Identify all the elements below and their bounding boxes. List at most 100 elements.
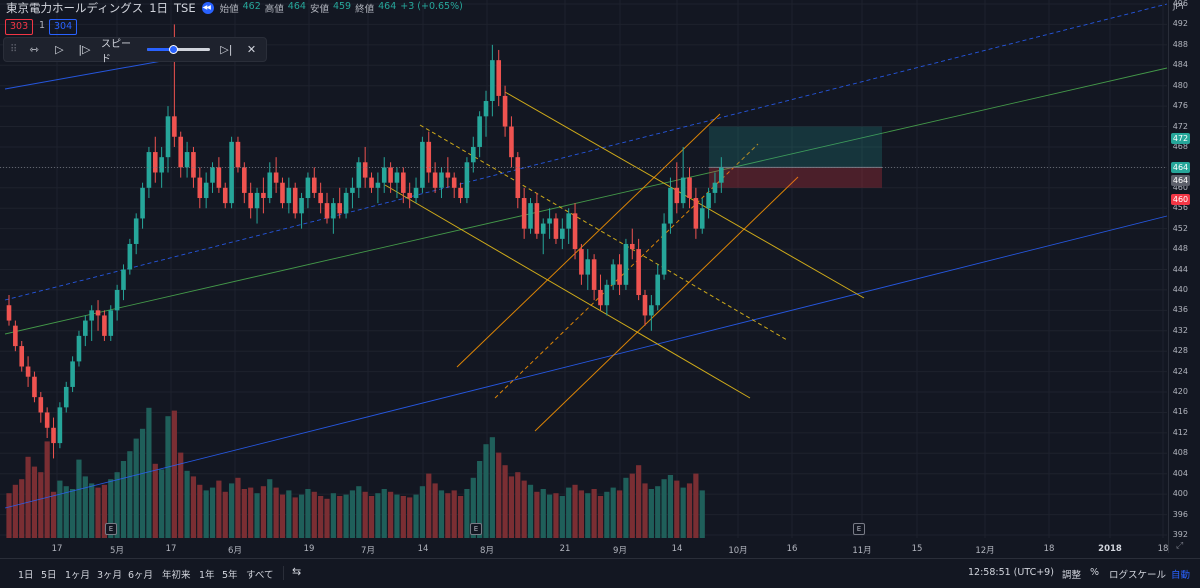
volume-bar <box>114 472 120 538</box>
sell-button[interactable]: 303 <box>5 19 34 35</box>
buy-button[interactable]: 304 <box>49 19 78 35</box>
earnings-marker[interactable]: E <box>470 523 482 535</box>
adjust-toggle[interactable]: 調整 <box>1062 570 1082 581</box>
volume-bar <box>400 496 406 538</box>
auto-scale-toggle[interactable]: 自動 <box>1171 570 1191 581</box>
go-to-date-icon[interactable]: ⇆ <box>292 565 302 578</box>
candle-body <box>477 116 482 147</box>
volume-bar <box>343 494 349 538</box>
candle-body <box>44 412 50 428</box>
candle-body <box>191 152 196 178</box>
volume-bar <box>146 407 152 538</box>
step-forward-icon[interactable]: |▷ <box>78 43 91 56</box>
volume-bar <box>31 466 38 538</box>
percent-toggle[interactable]: % <box>1090 567 1100 578</box>
candle-body <box>617 264 622 285</box>
candle-body <box>369 177 374 188</box>
bottom-toolbar: 1日 5日 1ヶ月 3ヶ月 6ヶ月 年初来 1年 5年 すべて ⇆ 12:58:51 (UTC+… <box>0 558 1200 588</box>
range-button[interactable]: 6ヶ月 <box>128 570 154 581</box>
earnings-marker[interactable]: E <box>853 523 865 535</box>
candle-body <box>719 167 724 183</box>
volume-bar <box>216 480 222 538</box>
volume-bar <box>70 489 76 538</box>
candle-body <box>591 259 597 290</box>
channel-yellow-mid <box>419 124 788 341</box>
candle-body <box>407 192 412 199</box>
volume-bar <box>235 477 241 538</box>
close-icon[interactable]: ✕ <box>246 43 257 56</box>
high-label: 高値 <box>264 4 284 15</box>
time-tick-label: 21 <box>559 544 571 554</box>
volume-bar <box>559 496 565 538</box>
volume-bar <box>349 490 356 538</box>
symbol-name[interactable]: 東京電力ホールディングス <box>6 1 144 15</box>
axis-settings-icon[interactable]: ⤢ <box>1176 541 1184 551</box>
clock[interactable]: 12:58:51 (UTC+9) <box>968 567 1054 578</box>
candle-body <box>572 213 578 250</box>
candle-body <box>19 346 25 367</box>
range-button[interactable]: すべて <box>246 570 274 581</box>
range-button[interactable]: 5日 <box>41 570 57 581</box>
price-tick-label: 428 <box>1172 346 1188 356</box>
volume-bar <box>209 487 216 538</box>
candle-body <box>668 187 673 224</box>
candle-body <box>540 223 546 234</box>
log-scale-toggle[interactable]: ログスケール <box>1109 570 1167 581</box>
volume-bar <box>426 473 432 538</box>
candle-body <box>490 60 495 102</box>
interval-label[interactable]: 1日 <box>149 1 169 15</box>
time-tick-label: 17 <box>51 544 63 554</box>
candle-body <box>140 187 145 219</box>
candle-body <box>318 192 323 204</box>
replay-icon[interactable] <box>201 2 214 14</box>
time-tick-label: 18 <box>1157 544 1169 554</box>
volume-bar <box>190 476 197 538</box>
range-button[interactable]: 1日 <box>18 570 34 581</box>
volume-bar <box>432 483 438 538</box>
earnings-marker[interactable]: E <box>105 523 117 535</box>
volume-bar <box>44 441 50 538</box>
toolbar-divider <box>283 566 284 580</box>
speed-slider-knob[interactable] <box>169 45 179 54</box>
range-button[interactable]: 年初来 <box>162 570 191 581</box>
speed-label: スピード <box>100 38 131 65</box>
price-tick-label: 452 <box>1172 223 1188 233</box>
candle-body <box>83 320 88 336</box>
candle-body <box>674 187 680 204</box>
candle-body <box>146 152 152 188</box>
price-tick-label: 400 <box>1172 489 1188 499</box>
volume-bar <box>139 428 146 538</box>
volume-bar <box>451 490 457 538</box>
jump-to-realtime-icon[interactable]: ▷| <box>220 43 233 56</box>
volume-bar <box>25 456 31 538</box>
time-tick-label: 6月 <box>228 546 242 556</box>
candle-body <box>388 167 393 183</box>
range-button[interactable]: 1年 <box>199 570 215 581</box>
candle-body <box>152 152 158 173</box>
candle-body <box>108 310 114 336</box>
candle-body <box>464 162 470 199</box>
volume-bar <box>566 487 572 538</box>
speed-slider[interactable] <box>147 45 210 54</box>
candle-body <box>114 289 120 311</box>
drag-handle-icon[interactable]: ⠿ <box>10 44 18 55</box>
volume-bar <box>578 490 584 538</box>
candle-body <box>267 172 273 199</box>
candle-body <box>76 335 82 362</box>
volume-bar <box>241 489 247 538</box>
candle-body <box>381 167 387 183</box>
candle-body <box>127 243 133 270</box>
currency-label[interactable]: JPY <box>1173 2 1185 11</box>
candle-body <box>655 274 661 306</box>
range-button[interactable]: 1ヶ月 <box>65 570 91 581</box>
candle-body <box>610 264 616 285</box>
play-icon[interactable]: ▷ <box>55 43 64 56</box>
price-axis[interactable] <box>1168 0 1200 553</box>
replay-toolbar: ⠿ ⇿ ▷ |▷ スピード ▷| ✕ <box>3 37 267 65</box>
select-bar-icon[interactable]: ⇿ <box>29 43 39 56</box>
volume-bar <box>324 498 330 538</box>
volume-bar <box>203 490 209 538</box>
range-button[interactable]: 5年 <box>222 570 238 581</box>
range-button[interactable]: 3ヶ月 <box>97 570 123 581</box>
